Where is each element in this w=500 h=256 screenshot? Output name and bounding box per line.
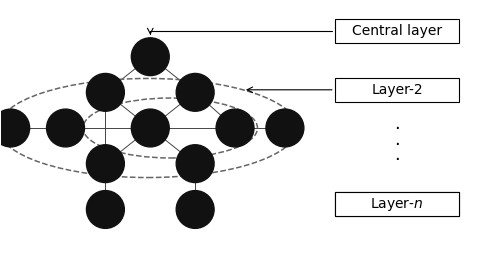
Text: Layer-$n$: Layer-$n$ — [370, 196, 424, 213]
FancyBboxPatch shape — [335, 78, 460, 102]
Ellipse shape — [86, 145, 124, 183]
Ellipse shape — [216, 109, 254, 147]
Ellipse shape — [176, 190, 214, 228]
Ellipse shape — [0, 109, 30, 147]
Ellipse shape — [176, 73, 214, 111]
FancyBboxPatch shape — [335, 192, 460, 217]
FancyBboxPatch shape — [335, 192, 460, 217]
Text: ·
·
·: · · · — [394, 120, 400, 169]
Text: Layer-$\mathit{n}$: Layer-$\mathit{n}$ — [368, 196, 422, 213]
Ellipse shape — [86, 190, 124, 228]
Ellipse shape — [176, 145, 214, 183]
Ellipse shape — [266, 109, 304, 147]
Text: Layer-2: Layer-2 — [372, 83, 423, 97]
Ellipse shape — [86, 73, 124, 111]
Ellipse shape — [132, 109, 169, 147]
Text: Layer-$\mathit{n}$: Layer-$\mathit{n}$ — [370, 196, 424, 213]
Text: Central layer: Central layer — [352, 24, 442, 38]
Ellipse shape — [46, 109, 84, 147]
FancyBboxPatch shape — [335, 19, 460, 43]
Ellipse shape — [132, 38, 169, 76]
